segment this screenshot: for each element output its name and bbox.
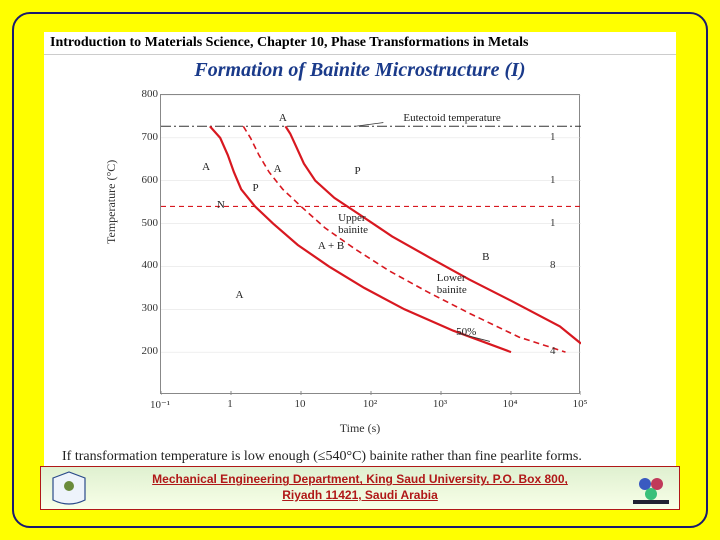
x-tick: 10³ <box>420 398 460 410</box>
y-tick: 200 <box>130 345 158 357</box>
slide-frame: Introduction to Materials Science, Chapt… <box>12 12 708 528</box>
chart-annotation-A_left: A <box>202 161 210 173</box>
footer-bar: Mechanical Engineering Department, King … <box>40 466 680 510</box>
doc-header: Introduction to Materials Science, Chapt… <box>44 32 676 55</box>
university-logo-left <box>41 468 97 508</box>
chart-annotation-P_left: P <box>253 182 259 194</box>
caption-text: If transformation temperature is low eno… <box>44 444 676 466</box>
y-tick: 400 <box>130 259 158 271</box>
y-tick: 800 <box>130 88 158 100</box>
chart-annotation-A_mid: A <box>274 163 282 175</box>
x-tick: 1 <box>210 398 250 410</box>
y-tick: 500 <box>130 217 158 229</box>
chart-annotation-fifty: 50% <box>456 326 476 338</box>
chart-annotation-AplusB: A + B <box>318 240 344 252</box>
chart-annotation-lower: Lower bainite <box>437 272 467 296</box>
y-tick: 300 <box>130 302 158 314</box>
right-tick: 4 <box>550 345 590 357</box>
x-tick: 10² <box>350 398 390 410</box>
x-tick: 10⁻¹ <box>140 398 180 411</box>
chart-annotation-upper: Upper bainite <box>338 212 368 236</box>
plot-svg <box>161 95 581 395</box>
x-tick: 10⁵ <box>560 398 600 410</box>
footer-line2: Riyadh 11421, Saudi Arabia <box>282 488 438 502</box>
y-tick: 600 <box>130 174 158 186</box>
chart-annotation-eutectoid: Eutectoid temperature <box>403 112 500 124</box>
x-axis-label: Time (s) <box>90 421 630 436</box>
ttt-chart: Temperature (°C) Time (s) 200 300 400 500 60… <box>90 84 630 444</box>
right-tick: 8 <box>550 259 590 271</box>
dept-logo-right <box>623 468 679 508</box>
x-tick: 10 <box>280 398 320 410</box>
right-tick: 1 <box>550 131 590 143</box>
footer-line1: Mechanical Engineering Department, King … <box>152 472 568 486</box>
slide-content: Introduction to Materials Science, Chapt… <box>44 32 676 466</box>
chart-annotation-B: B <box>482 251 489 263</box>
right-tick: 1 <box>550 174 590 186</box>
chart-annotation-A_top: A <box>279 112 287 124</box>
y-axis-label: Temperature (°C) <box>104 160 119 244</box>
right-tick: 1 <box>550 217 590 229</box>
plot-area <box>160 94 580 394</box>
x-tick: 10⁴ <box>490 398 530 410</box>
y-tick: 700 <box>130 131 158 143</box>
slide-title: Formation of Bainite Microstructure (I) <box>44 59 676 82</box>
footer-text: Mechanical Engineering Department, King … <box>97 472 623 503</box>
chart-annotation-N: N <box>217 199 225 211</box>
chart-annotation-P_right: P <box>354 165 360 177</box>
chart-annotation-A_low: A <box>236 289 244 301</box>
